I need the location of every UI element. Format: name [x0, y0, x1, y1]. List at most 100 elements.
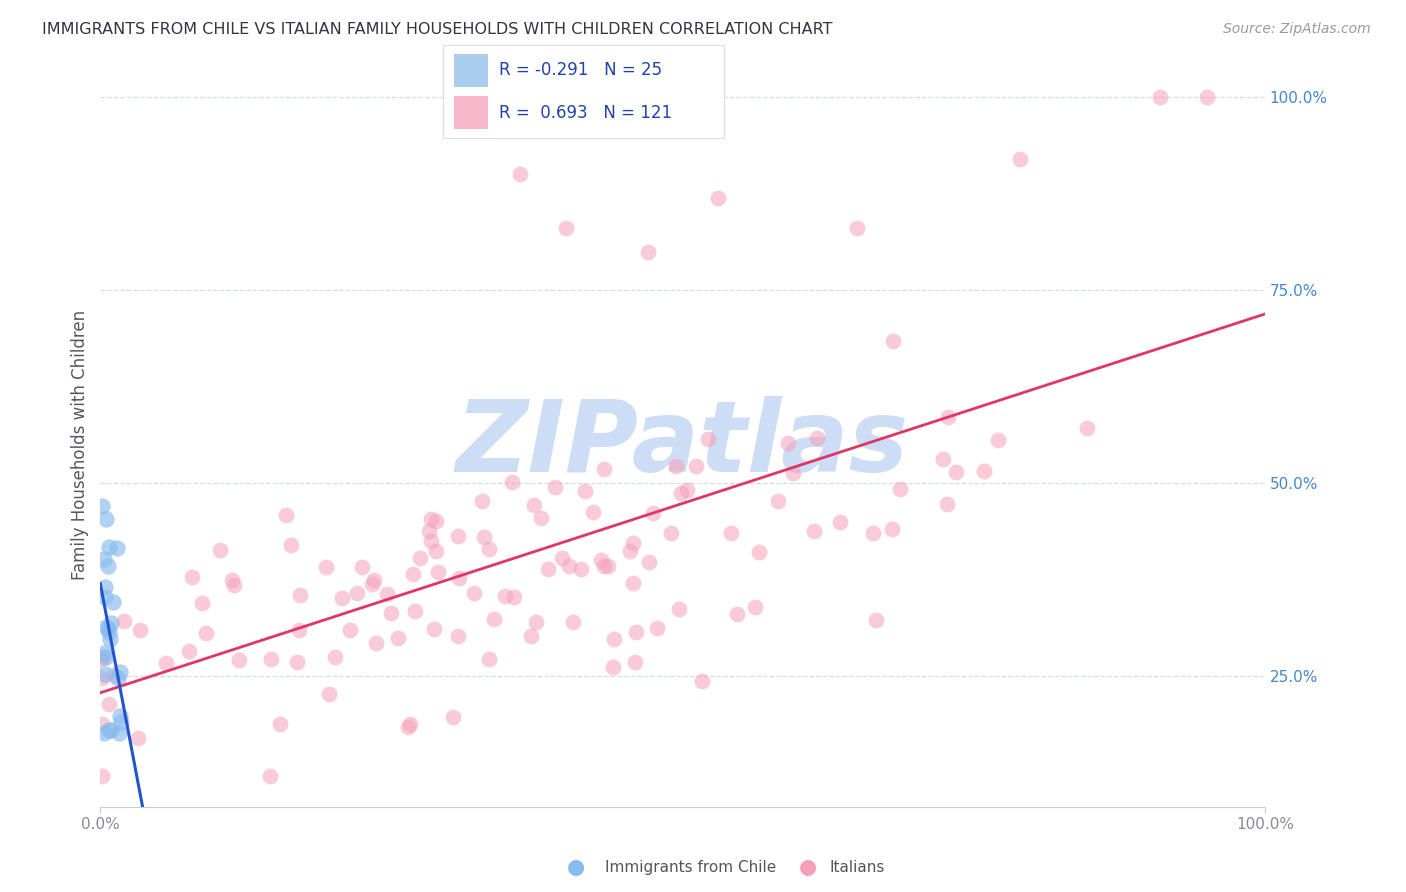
Point	[574, 484, 596, 499]
Point	[98, 723, 121, 738]
Point	[626, 624, 648, 639]
Point	[315, 560, 337, 574]
Point	[425, 515, 447, 529]
Point	[936, 410, 959, 425]
Point	[387, 631, 409, 645]
Point	[396, 720, 419, 734]
Point	[94, 666, 117, 681]
Point	[603, 632, 626, 646]
Point	[523, 499, 546, 513]
Point	[697, 433, 720, 447]
Point	[287, 623, 309, 637]
Point	[619, 544, 641, 558]
Point	[420, 512, 443, 526]
Point	[782, 466, 804, 480]
Point	[544, 480, 567, 494]
Point	[222, 578, 245, 592]
Point	[94, 590, 117, 604]
Point	[404, 604, 426, 618]
Point	[592, 461, 614, 475]
Point	[98, 632, 121, 646]
Point	[624, 655, 647, 669]
Point	[98, 697, 121, 711]
Text: ZIPatlas: ZIPatlas	[456, 396, 910, 493]
Point	[350, 559, 373, 574]
Point	[509, 168, 531, 182]
Point	[423, 622, 446, 636]
Point	[846, 221, 869, 235]
Point	[882, 334, 904, 349]
Point	[363, 573, 385, 587]
Point	[768, 494, 790, 508]
Point	[398, 717, 420, 731]
Point	[1149, 90, 1171, 104]
Point	[621, 536, 644, 550]
Point	[502, 591, 524, 605]
Point	[537, 562, 560, 576]
Point	[1010, 152, 1032, 166]
Point	[90, 769, 112, 783]
Point	[108, 708, 131, 723]
Point	[285, 655, 308, 669]
Point	[472, 530, 495, 544]
Point	[90, 650, 112, 665]
Point	[803, 524, 825, 538]
Point	[447, 571, 470, 585]
Point	[127, 731, 149, 745]
Point	[641, 506, 664, 520]
Point	[98, 625, 121, 640]
Point	[361, 577, 384, 591]
Point	[637, 555, 659, 569]
Point	[97, 540, 120, 554]
Point	[94, 580, 117, 594]
Point	[645, 621, 668, 635]
Point	[1195, 90, 1218, 104]
Point	[706, 191, 728, 205]
Point	[494, 590, 516, 604]
Point	[637, 244, 659, 259]
Point	[776, 436, 799, 450]
Y-axis label: Family Households with Children: Family Households with Children	[72, 310, 89, 580]
Point	[592, 559, 614, 574]
Point	[441, 710, 464, 724]
Text: IMMIGRANTS FROM CHILE VS ITALIAN FAMILY HOUSEHOLDS WITH CHILDREN CORRELATION CHA: IMMIGRANTS FROM CHILE VS ITALIAN FAMILY …	[42, 22, 832, 37]
Point	[806, 431, 828, 445]
Point	[602, 660, 624, 674]
Point	[830, 515, 852, 529]
Point	[569, 561, 592, 575]
Point	[260, 652, 283, 666]
Point	[862, 526, 884, 541]
Point	[325, 650, 347, 665]
Point	[96, 512, 118, 526]
Point	[418, 524, 440, 539]
Point	[865, 613, 887, 627]
Point	[582, 505, 605, 519]
Point	[889, 482, 911, 496]
Point	[744, 600, 766, 615]
Point	[550, 551, 572, 566]
Point	[477, 541, 499, 556]
Point	[530, 511, 553, 525]
Point	[477, 651, 499, 665]
Point	[675, 483, 697, 498]
Text: Source: ZipAtlas.com: Source: ZipAtlas.com	[1223, 22, 1371, 37]
Point	[463, 586, 485, 600]
Point	[692, 673, 714, 688]
Point	[748, 545, 770, 559]
Point	[425, 544, 447, 558]
Text: Immigrants from Chile: Immigrants from Chile	[605, 860, 776, 874]
Point	[936, 497, 959, 511]
Point	[426, 566, 449, 580]
Point	[330, 591, 353, 606]
Point	[209, 543, 232, 558]
Text: ●: ●	[568, 857, 585, 877]
Point	[108, 665, 131, 679]
Point	[339, 624, 361, 638]
Point	[103, 595, 125, 609]
Point	[932, 451, 955, 466]
Point	[880, 523, 903, 537]
Point	[288, 588, 311, 602]
Point	[97, 559, 120, 574]
Point	[945, 466, 967, 480]
Point	[107, 672, 129, 686]
